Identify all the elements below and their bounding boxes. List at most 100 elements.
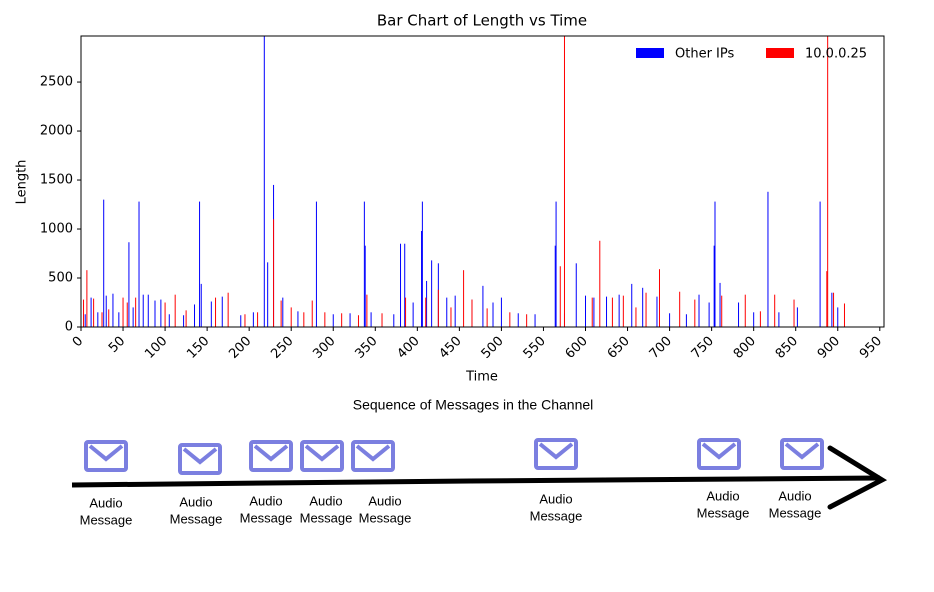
- bar: [126, 302, 128, 327]
- bar: [273, 219, 275, 327]
- bar: [349, 313, 351, 327]
- message-label: Message: [769, 505, 822, 520]
- bar: [591, 297, 593, 327]
- message-label: Audio: [778, 488, 811, 503]
- chart-title: Bar Chart of Length vs Time: [377, 12, 587, 30]
- bar: [611, 297, 613, 327]
- message-label: Message: [240, 510, 293, 525]
- envelope-icon: [534, 438, 578, 470]
- bar: [826, 271, 828, 327]
- legend-swatch: [636, 48, 664, 58]
- bar: [366, 294, 368, 327]
- bar: [84, 314, 86, 327]
- x-axis-label: Time: [465, 370, 498, 385]
- message-label: Message: [530, 508, 583, 523]
- bar: [280, 300, 282, 327]
- y-axis-label: Length: [15, 160, 30, 205]
- bar: [554, 245, 556, 327]
- bar: [183, 315, 185, 327]
- bar: [90, 297, 92, 327]
- legend-swatch: [766, 48, 794, 58]
- bar: [656, 296, 658, 327]
- legend-label: 10.0.0.25: [805, 47, 867, 62]
- bar: [642, 287, 644, 327]
- x-tick-label: 400: [394, 334, 422, 362]
- bar: [559, 266, 561, 327]
- diagram: Sequence of Messages in the Channel Audi…: [71, 397, 888, 527]
- bar: [534, 314, 536, 327]
- bar: [426, 280, 428, 327]
- x-tick-label: 750: [689, 334, 717, 362]
- bars: [83, 36, 845, 327]
- bar: [240, 315, 242, 327]
- bar: [774, 294, 776, 327]
- x-tick-label: 100: [142, 334, 170, 362]
- message-label: Audio: [249, 493, 282, 508]
- x-tick-label: 150: [184, 334, 212, 362]
- bar: [405, 297, 407, 327]
- bar: [135, 297, 137, 327]
- bar: [698, 294, 700, 327]
- message-label: Message: [80, 512, 133, 527]
- bar: [263, 36, 265, 327]
- message-label: Message: [170, 511, 223, 526]
- bar: [142, 294, 144, 327]
- bar: [454, 295, 456, 327]
- y-tick-label: 1500: [40, 173, 73, 188]
- legend-label: Other IPs: [675, 47, 734, 62]
- bar: [311, 300, 313, 327]
- bar: [194, 304, 196, 327]
- message-label: Audio: [179, 494, 212, 509]
- bar: [500, 297, 502, 327]
- bar: [164, 302, 166, 327]
- bar: [381, 313, 383, 327]
- bar: [168, 314, 170, 327]
- x-tick-label: 900: [815, 334, 843, 362]
- bar: [112, 293, 114, 327]
- x-tick-label: 700: [647, 334, 675, 362]
- bar: [593, 297, 595, 327]
- bar: [97, 312, 99, 327]
- channel-arrow: [71, 475, 881, 488]
- bar: [370, 312, 372, 327]
- envelope-icon: [697, 438, 741, 470]
- x-tick-label: 200: [226, 334, 254, 362]
- bar: [606, 296, 608, 327]
- bar: [843, 303, 845, 327]
- bar: [252, 312, 254, 327]
- bar: [199, 201, 201, 327]
- bar: [796, 307, 798, 327]
- bar: [585, 295, 587, 327]
- bar: [160, 299, 162, 327]
- bar: [421, 201, 423, 327]
- envelope-flap: [355, 444, 391, 462]
- bar: [341, 313, 343, 327]
- bar: [210, 301, 212, 327]
- bar: [290, 307, 292, 327]
- x-tick-label: 500: [479, 334, 507, 362]
- bar: [118, 312, 120, 327]
- x-tick-label: 950: [857, 334, 885, 362]
- x-tick-label: 50: [106, 334, 128, 356]
- envelope-flap: [538, 442, 574, 460]
- bar: [108, 309, 110, 327]
- bar: [486, 308, 488, 327]
- bar: [831, 292, 833, 327]
- message-label: Audio: [309, 493, 342, 508]
- message-label: Audio: [368, 493, 401, 508]
- bar: [324, 312, 326, 327]
- envelope-icon: [300, 440, 344, 472]
- bar: [622, 295, 624, 327]
- bar: [721, 295, 723, 327]
- y-tick-label: 2500: [40, 75, 73, 90]
- bar: [282, 297, 284, 327]
- envelope-flap: [784, 442, 820, 460]
- bar: [819, 201, 821, 327]
- bar: [744, 294, 746, 327]
- bar: [658, 269, 660, 327]
- bar: [431, 260, 433, 327]
- envelope-flap: [253, 444, 289, 462]
- x-tick-label: 450: [437, 334, 465, 362]
- bar: [154, 300, 156, 327]
- bar: [244, 314, 246, 327]
